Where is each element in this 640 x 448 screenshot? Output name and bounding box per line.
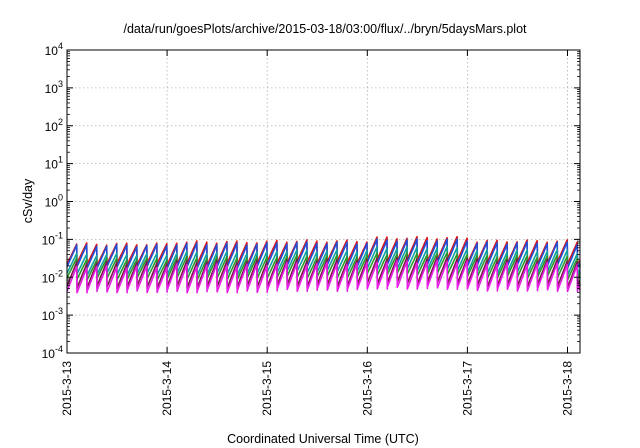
y-tick-exponent: -2 <box>55 268 63 278</box>
y-tick-exponent: 4 <box>58 41 63 51</box>
y-tick-base: 10 <box>45 44 59 58</box>
y-tick-label: 10-4 <box>42 344 63 361</box>
y-tick-exponent: 3 <box>58 79 63 89</box>
y-tick-label: 101 <box>45 155 63 172</box>
y-axis-label: cSv/day <box>21 178 35 223</box>
x-tick-label: 2015-3-13 <box>60 361 74 416</box>
y-tick-label: 10-2 <box>42 268 63 285</box>
y-tick-exponent: 2 <box>58 117 63 127</box>
x-axis-label: Coordinated Universal Time (UTC) <box>227 432 419 446</box>
y-tick-base: 10 <box>45 120 59 134</box>
y-tick-label: 100 <box>45 193 63 210</box>
y-tick-base: 10 <box>45 158 59 172</box>
x-tick-label: 2015-3-16 <box>360 361 374 416</box>
y-tick-base: 10 <box>45 82 59 96</box>
y-tick-exponent: 0 <box>58 193 63 203</box>
x-tick-label: 2015-3-15 <box>260 361 274 416</box>
y-tick-label: 102 <box>45 117 63 134</box>
x-tick-labels: 2015-3-13 2015-3-14 2015-3-15 2015-3-16 2015… <box>60 361 574 416</box>
series-line <box>66 259 581 294</box>
y-tick-exponent: 1 <box>58 155 63 165</box>
series-layer <box>66 235 581 294</box>
y-tick-exponent: -1 <box>55 230 63 240</box>
chart-title: /data/run/goesPlots/archive/2015-03-18/0… <box>123 22 527 36</box>
y-tick-label: 10-3 <box>42 306 63 323</box>
y-tick-exponent: -4 <box>55 344 63 354</box>
grid-lines <box>67 50 580 353</box>
y-tick-label: 103 <box>45 79 63 96</box>
y-tick-label: 104 <box>45 41 63 58</box>
y-tick-label: 10-1 <box>42 230 63 247</box>
y-tick-base: 10 <box>42 271 56 285</box>
tick-marks <box>66 49 580 354</box>
y-tick-exponent: -3 <box>55 306 63 316</box>
series-line <box>66 238 581 270</box>
y-tick-base: 10 <box>42 347 56 361</box>
y-tick-base: 10 <box>45 196 59 210</box>
y-tick-base: 10 <box>42 309 56 323</box>
x-tick-label: 2015-3-18 <box>560 361 574 416</box>
x-tick-label: 2015-3-14 <box>160 361 174 416</box>
x-tick-label: 2015-3-17 <box>460 361 474 416</box>
y-tick-base: 10 <box>42 233 56 247</box>
